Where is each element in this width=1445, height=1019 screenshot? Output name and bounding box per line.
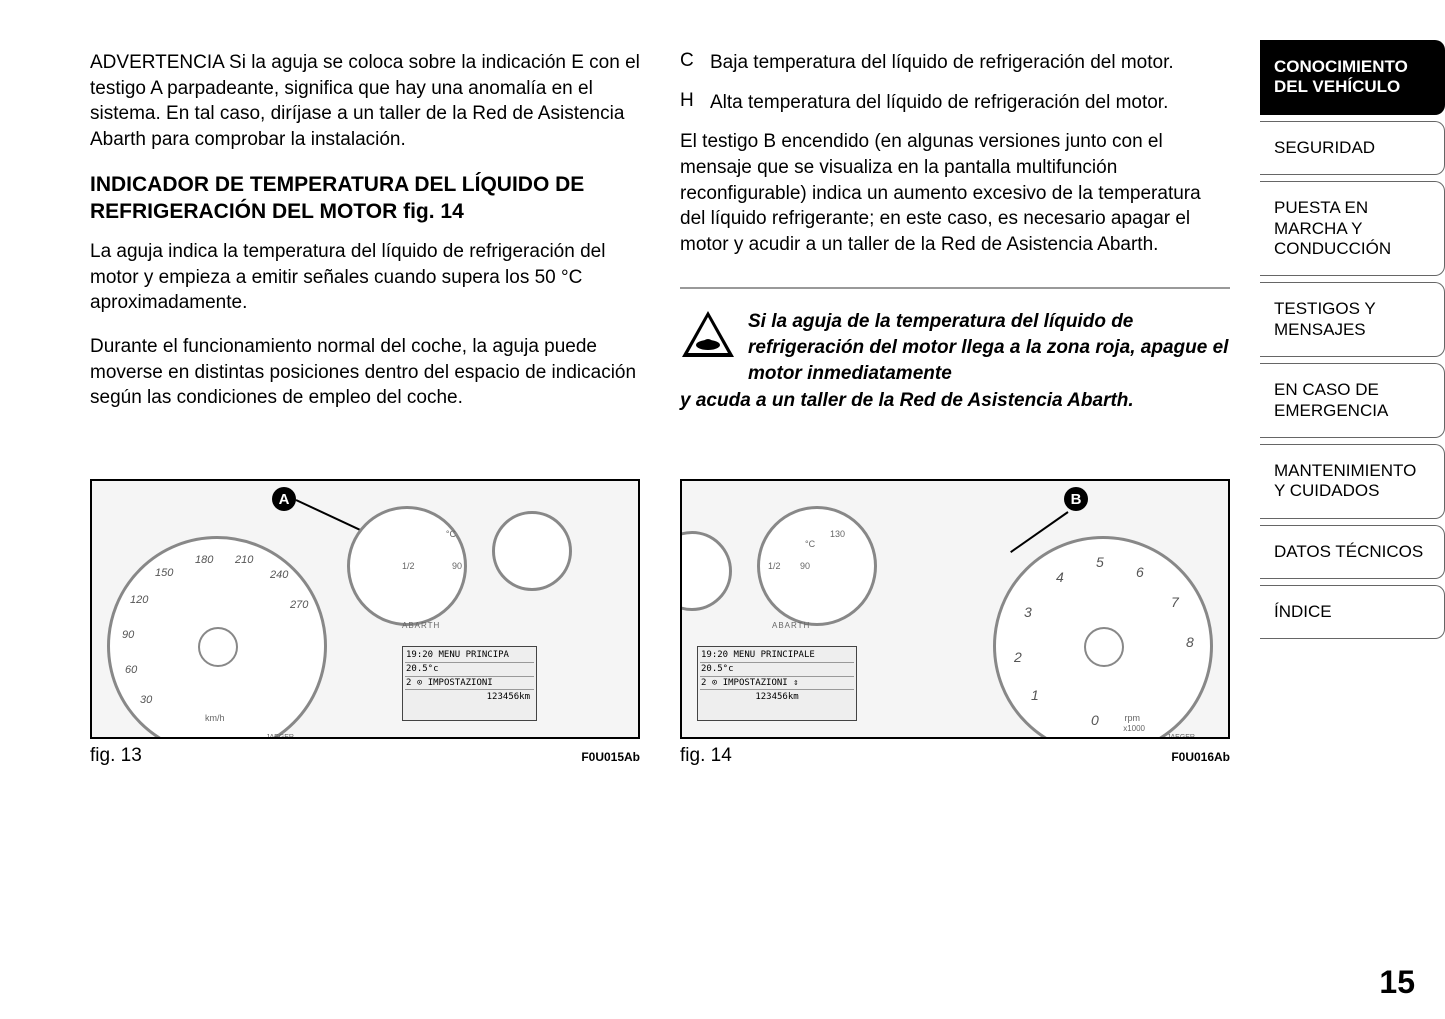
body-paragraph: Durante el funcionamiento normal del coc… <box>90 334 640 411</box>
figure-label: fig. 13 <box>90 745 142 767</box>
gauge-hub <box>1084 627 1124 667</box>
callout-b: B <box>1064 487 1088 511</box>
content-area: ADVERTENCIA Si la aguja se coloca sobre … <box>0 0 1260 1019</box>
text-columns: ADVERTENCIA Si la aguja se coloca sobre … <box>90 50 1230 429</box>
figure-13: A 30 60 90 120 150 180 210 240 270 km/h <box>90 479 640 767</box>
figure-label-row: fig. 13 F0U015Ab <box>90 745 640 767</box>
partial-gauge <box>680 531 732 611</box>
definition-text: Alta temperatura del líquido de refriger… <box>710 90 1230 116</box>
tab-emergencia[interactable]: EN CASO DE EMERGENCIA <box>1260 363 1445 438</box>
tab-seguridad[interactable]: SEGURIDAD <box>1260 121 1445 175</box>
figure-13-image: A 30 60 90 120 150 180 210 240 270 km/h <box>90 479 640 739</box>
tab-datos-tecnicos[interactable]: DATOS TÉCNICOS <box>1260 525 1445 579</box>
body-paragraph: La aguja indica la temperatura del líqui… <box>90 239 640 316</box>
warning-paragraph: ADVERTENCIA Si la aguja se coloca sobre … <box>90 50 640 153</box>
callout-a: A <box>272 487 296 511</box>
definition-text: Baja temperatura del líquido de refriger… <box>710 50 1230 76</box>
figure-label-row: fig. 14 F0U016Ab <box>680 745 1230 767</box>
page: ADVERTENCIA Si la aguja se coloca sobre … <box>0 0 1445 1019</box>
definition-letter: H <box>680 90 710 116</box>
figure-14: B 0 1 2 3 4 5 6 7 8 rpm x1000 <box>680 479 1230 767</box>
definition-item: C Baja temperatura del líquido de refrig… <box>680 50 1230 76</box>
tab-mantenimiento[interactable]: MANTENIMIENTO Y CUIDADOS <box>1260 444 1445 519</box>
sidebar-tabs: CONOCIMIENTO DEL VEHÍCULO SEGURIDAD PUES… <box>1260 0 1445 1019</box>
warning-triangle-icon <box>680 309 736 359</box>
fuel-temp-gauge: 1/2 °C 90 130 <box>757 506 877 626</box>
definition-letter: C <box>680 50 710 76</box>
figures-row: A 30 60 90 120 150 180 210 240 270 km/h <box>90 479 1230 767</box>
tachometer-gauge: 0 1 2 3 4 5 6 7 8 rpm x1000 JAEGER <box>993 536 1213 739</box>
gauge-hub <box>198 627 238 667</box>
right-column: C Baja temperatura del líquido de refrig… <box>680 50 1230 429</box>
page-number: 15 <box>1379 964 1415 1001</box>
warning-text: Si la aguja de la temperatura del líquid… <box>748 311 1228 383</box>
tab-puesta-en-marcha[interactable]: PUESTA EN MARCHA Y CONDUCCIÓN <box>1260 181 1445 276</box>
body-paragraph: El testigo B encendido (en algunas versi… <box>680 129 1230 257</box>
definition-item: H Alta temperatura del líquido de refrig… <box>680 90 1230 116</box>
warning-text-continued: y acuda a un taller de la Red de Asisten… <box>680 388 1230 414</box>
info-display: 19:20 MENU PRINCIPA 20.5°c 2 ⊙ IMPOSTAZI… <box>402 646 537 721</box>
section-heading: INDICADOR DE TEMPERATURA DEL LÍQUIDO DE … <box>90 171 640 226</box>
fuel-temp-gauge: 1/2 °C 90 <box>347 506 467 626</box>
tab-conocimiento[interactable]: CONOCIMIENTO DEL VEHÍCULO <box>1260 40 1445 115</box>
warning-box: Si la aguja de la temperatura del líquid… <box>680 287 1230 414</box>
figure-14-image: B 0 1 2 3 4 5 6 7 8 rpm x1000 <box>680 479 1230 739</box>
tab-testigos[interactable]: TESTIGOS Y MENSAJES <box>1260 282 1445 357</box>
figure-label: fig. 14 <box>680 745 732 767</box>
info-display: 19:20 MENU PRINCIPALE 20.5°c 2 ⊙ IMPOSTA… <box>697 646 857 721</box>
abarth-logo: ABARTH <box>402 621 440 630</box>
tab-indice[interactable]: ÍNDICE <box>1260 585 1445 639</box>
figure-code: F0U015Ab <box>581 750 640 764</box>
left-column: ADVERTENCIA Si la aguja se coloca sobre … <box>90 50 640 429</box>
speedometer-gauge: 30 60 90 120 150 180 210 240 270 km/h JA… <box>107 536 327 739</box>
abarth-logo: ABARTH <box>772 621 810 630</box>
warning-content: Si la aguja de la temperatura del líquid… <box>680 309 1230 386</box>
partial-gauge <box>492 511 572 591</box>
figure-code: F0U016Ab <box>1171 750 1230 764</box>
